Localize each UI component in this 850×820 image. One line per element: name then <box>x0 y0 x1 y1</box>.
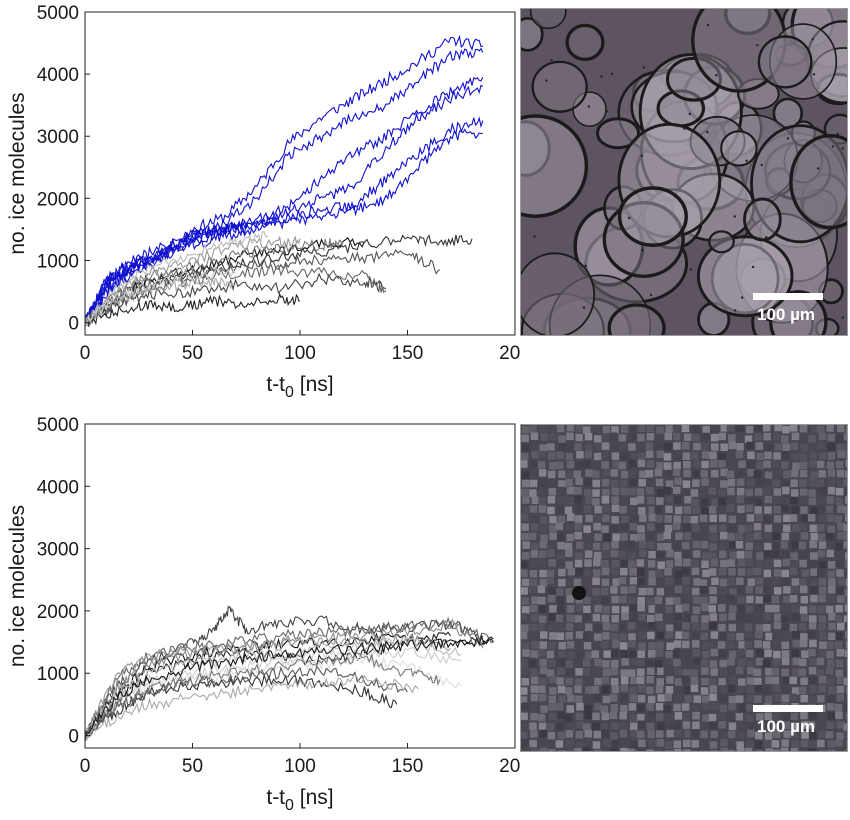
top-y-tick-label: 5000 <box>37 3 79 24</box>
bottom-x-tick-label: 200 <box>499 756 520 777</box>
bottom-scale-bar <box>753 705 823 712</box>
bottom-x-ticks: 0 50 100 150 200 <box>80 743 520 777</box>
top-plot-frame <box>84 11 516 336</box>
top-y-tick-label: 1000 <box>37 251 79 272</box>
top-y-tick-label: 2000 <box>37 189 79 210</box>
bottom-x-axis-label-unit: [ns] <box>294 786 334 809</box>
top-series-line-14 <box>84 292 301 327</box>
bottom-scale-label: 100 µm <box>757 717 815 736</box>
top-series-line-4 <box>84 84 484 326</box>
bottom-series-line-3 <box>84 631 451 738</box>
bottom-series-line-13 <box>84 673 419 741</box>
bottom-y-tick-label: 2000 <box>37 602 79 623</box>
bottom-x-tick-label: 150 <box>392 756 424 777</box>
bottom-y-tick-label: 3000 <box>37 540 79 561</box>
top-x-tick-label: 100 <box>284 343 316 364</box>
top-x-axis-label-main: t-t <box>266 373 285 396</box>
top-series-line-7 <box>84 221 247 321</box>
bottom-series-line-4 <box>84 616 494 737</box>
bottom-y-ticks: 0 1000 2000 3000 4000 5000 <box>37 415 90 748</box>
bottom-ice-micrograph: 100 µm <box>520 424 848 752</box>
top-series-line-6 <box>84 128 483 323</box>
bottom-y-tick-label: 1000 <box>37 664 79 685</box>
top-x-axis-label: t-t0 [ns] <box>266 373 333 401</box>
top-micrograph-texture <box>521 9 847 335</box>
top-x-axis-label-sub: 0 <box>285 384 294 401</box>
bottom-micrograph-texture <box>521 425 847 751</box>
top-y-tick-label: 4000 <box>37 65 79 86</box>
top-series-line-17 <box>84 276 236 325</box>
top-ice-micrograph: 100 µm <box>520 8 848 336</box>
top-series-line-16 <box>84 263 387 326</box>
top-x-ticks: 0 50 100 150 200 <box>80 330 520 364</box>
bottom-series-group <box>84 605 494 742</box>
bottom-y-tick-label: 5000 <box>37 415 79 436</box>
bottom-x-tick-label: 50 <box>182 756 203 777</box>
bottom-series-line-12 <box>84 652 441 742</box>
top-series-line-13 <box>84 231 269 328</box>
bottom-series-line-14 <box>84 634 494 740</box>
bottom-x-tick-label: 100 <box>284 756 316 777</box>
bottom-x-axis-label-sub: 0 <box>285 797 294 814</box>
top-x-tick-label: 50 <box>182 343 203 364</box>
bottom-series-line-11 <box>84 665 408 737</box>
top-scale-label: 100 µm <box>757 305 815 324</box>
top-y-tick-label: 3000 <box>37 127 79 148</box>
top-series-line-2 <box>84 47 484 325</box>
bottom-x-axis-label: t-t0 [ns] <box>266 786 333 814</box>
bottom-series-line-5 <box>84 618 484 740</box>
bottom-y-tick-label: 4000 <box>37 477 79 498</box>
bottom-x-axis-label-main: t-t <box>266 786 285 809</box>
top-x-axis-label-unit: [ns] <box>294 373 334 396</box>
top-scale-bar <box>753 293 823 300</box>
bottom-x-tick-label: 0 <box>80 756 91 777</box>
bottom-y-tick-label: 0 <box>68 727 79 748</box>
top-x-tick-label: 200 <box>499 343 520 364</box>
top-y-ticks: 0 1000 2000 3000 4000 5000 <box>37 3 90 335</box>
bottom-series-line-6 <box>84 633 451 736</box>
top-x-tick-label: 0 <box>80 343 91 364</box>
top-y-axis-label: no. ice molecules <box>6 92 29 254</box>
top-y-tick-label: 0 <box>68 314 79 335</box>
top-series-group <box>84 34 484 328</box>
bottom-series-line-9 <box>84 655 462 739</box>
top-series-line-18 <box>84 268 236 328</box>
bottom-y-axis-label: no. ice molecules <box>6 505 29 667</box>
top-x-tick-label: 150 <box>392 343 424 364</box>
bottom-series-line-7 <box>84 637 462 735</box>
